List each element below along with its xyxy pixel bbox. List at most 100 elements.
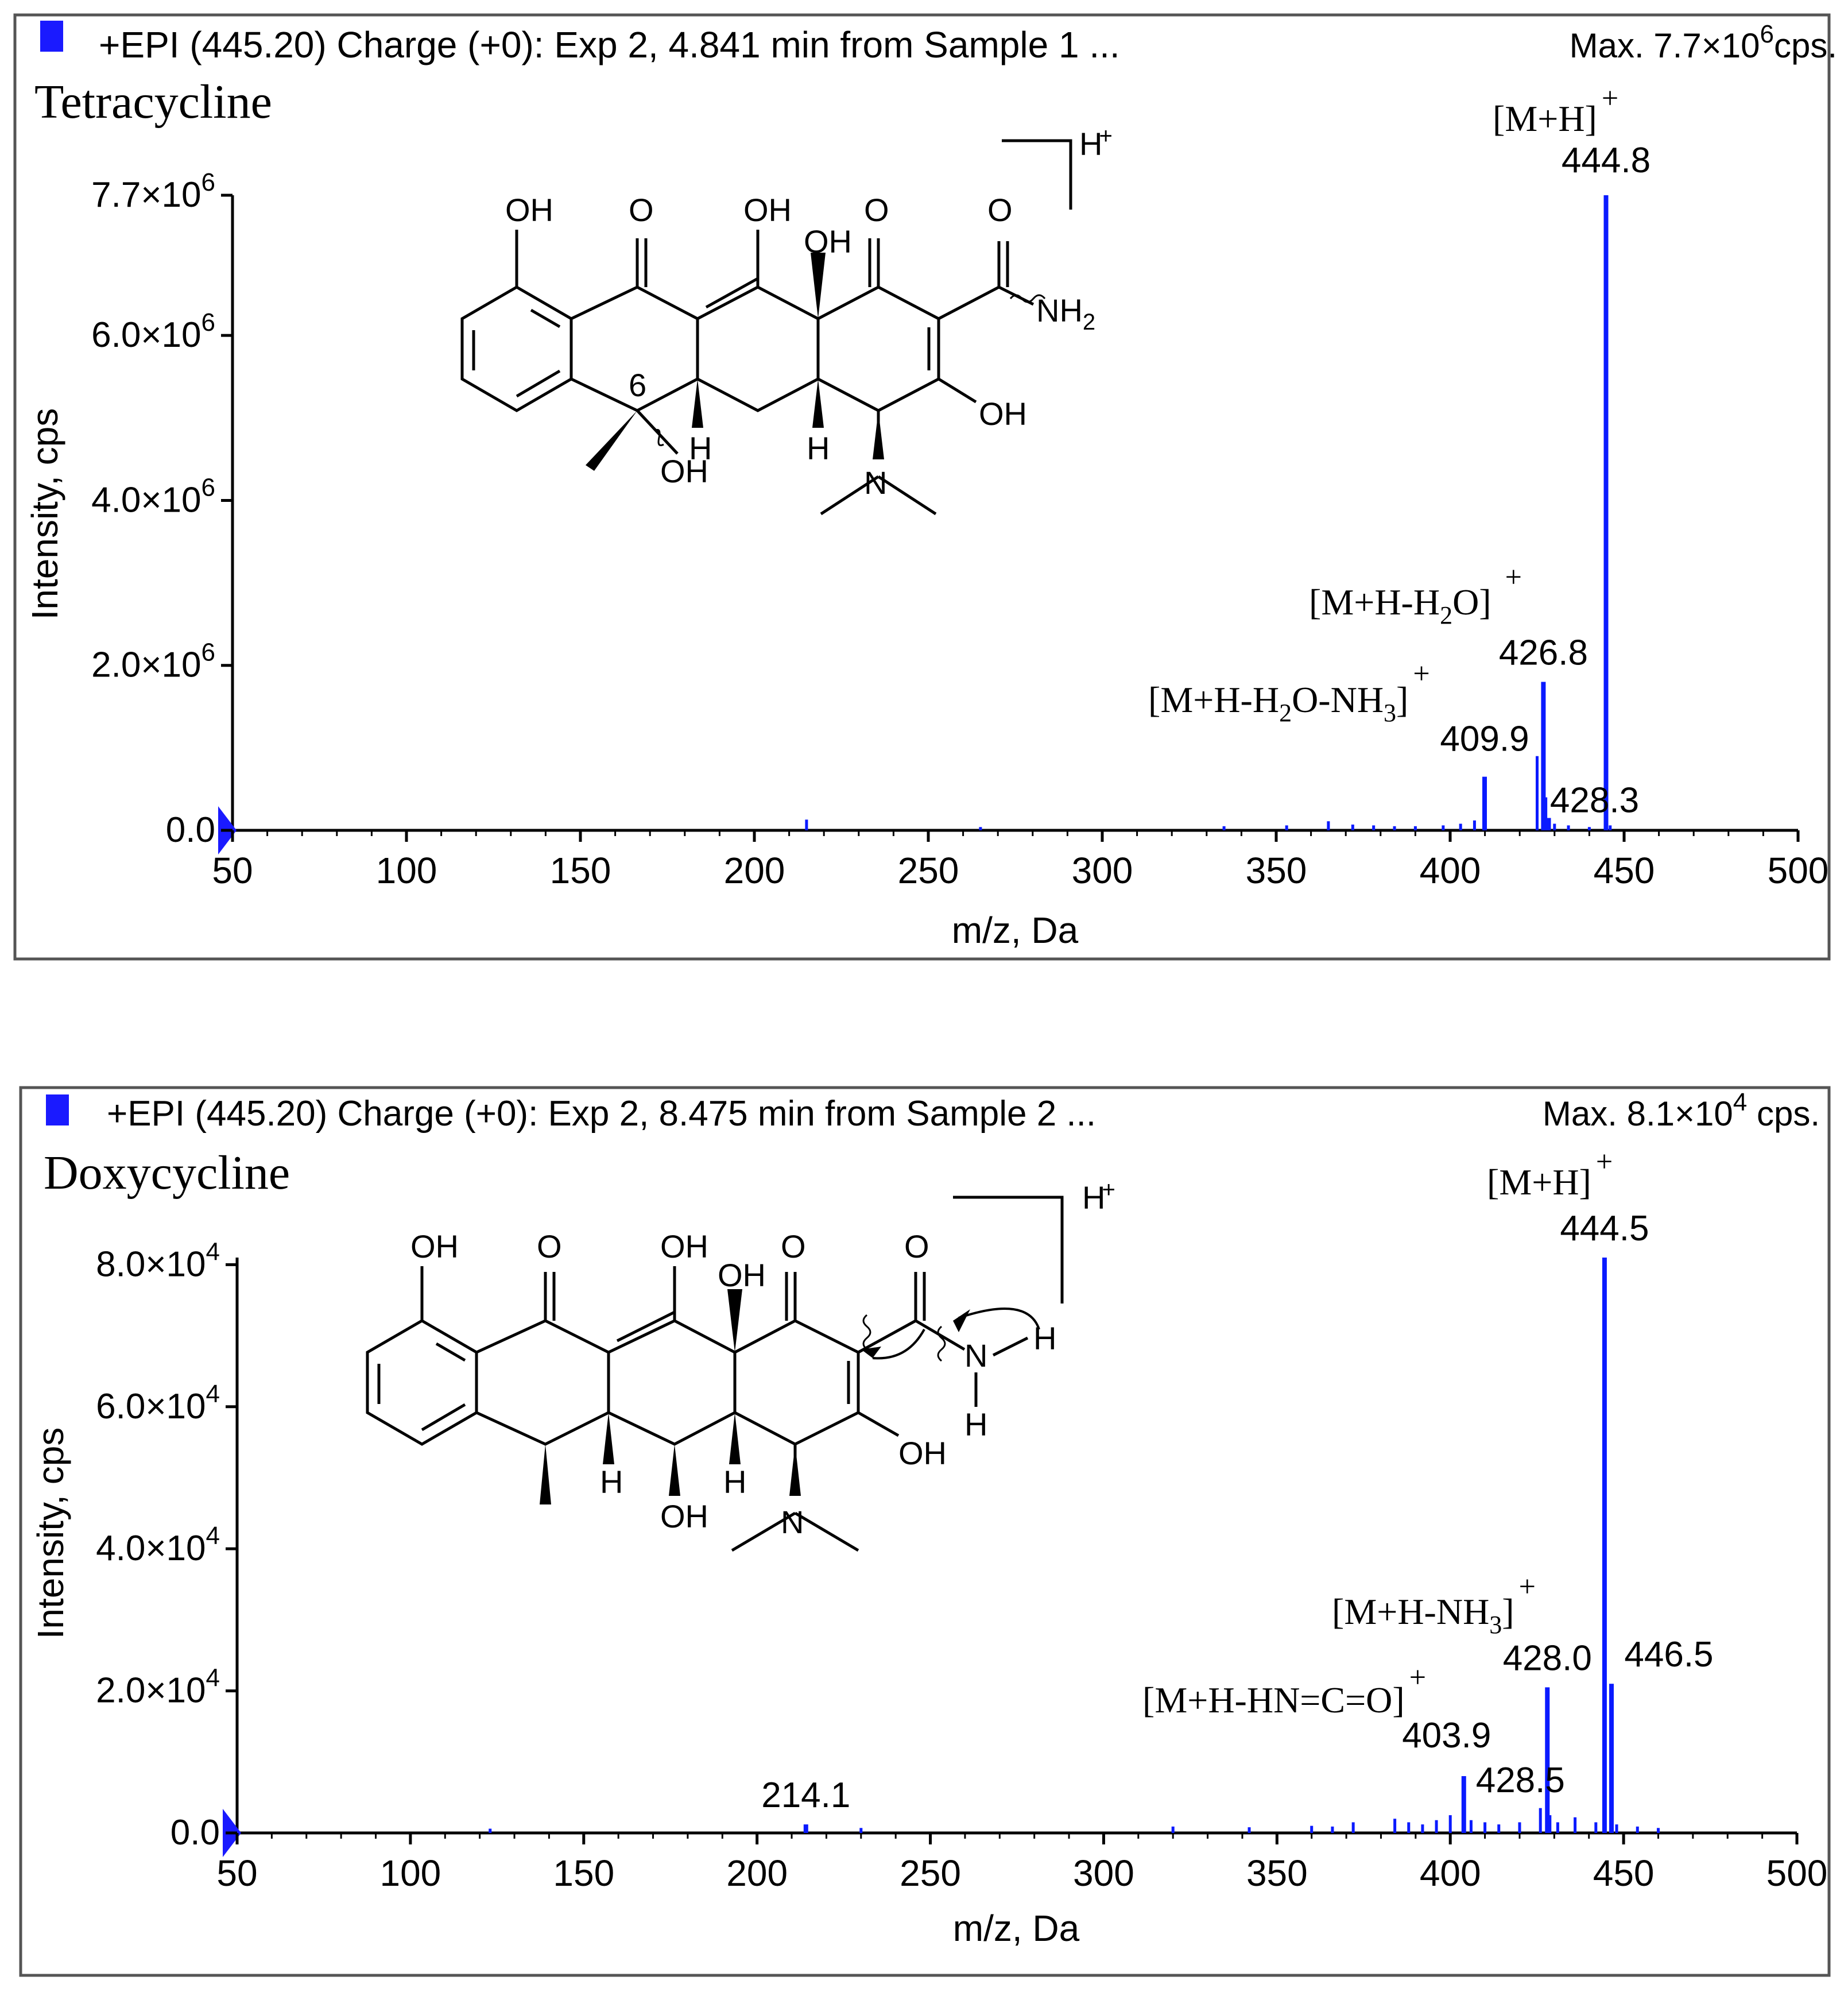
minor-peak	[1331, 1826, 1334, 1833]
y-axis-label: Intensity, cps	[24, 408, 65, 620]
minor-peak	[1442, 825, 1445, 830]
x-tick-label: 450	[1594, 850, 1655, 891]
minor-peak	[1310, 1825, 1314, 1833]
svg-text:OH: OH	[743, 192, 792, 228]
doxycycline-structure	[366, 1196, 1064, 1552]
x-tick-label: 400	[1420, 1852, 1481, 1894]
header-text: +EPI (445.20) Charge (+0): Exp 2, 8.475 …	[107, 1094, 1096, 1134]
minor-peak	[1459, 823, 1462, 830]
ion-label-m-plus-h-hnco: [M+H-HN=C=O]+	[1142, 1661, 1426, 1720]
x-tick-label: 350	[1246, 1852, 1308, 1894]
ion-label-m-plus-h: [M+H] +	[1487, 1146, 1613, 1202]
x-tick-label: 300	[1072, 850, 1133, 891]
compound-name: Tetracycline	[34, 75, 272, 129]
x-tick-label: 150	[550, 850, 611, 891]
peak-label-403.9: 403.9	[1402, 1716, 1491, 1755]
peak-403.9	[1461, 1776, 1466, 1833]
x-tick-label: 500	[1768, 850, 1829, 891]
peak-label-426.8: 426.8	[1499, 633, 1588, 672]
axes	[235, 1258, 1797, 1835]
minor-peak	[1636, 1826, 1639, 1833]
panel-frame	[19, 1086, 1831, 1977]
tetracycline-structure	[460, 139, 1072, 516]
minor-peak	[1518, 1822, 1521, 1833]
y-tick-label: 6.0×104	[96, 1380, 220, 1426]
minor-peak	[1393, 1819, 1397, 1833]
minor-peak	[1567, 825, 1570, 830]
svg-text:H: H	[807, 430, 830, 466]
x-tick-label: 100	[379, 1852, 441, 1894]
minor-peak	[805, 819, 808, 830]
y-ticks: 0.0 2.0×106 4.0×106 6.0×106 7.7×106	[91, 168, 233, 850]
svg-text:OH: OH	[979, 396, 1027, 432]
x-tick-label: 100	[376, 850, 437, 891]
svg-text:H: H	[723, 1464, 746, 1500]
y-tick-label: 0.0	[171, 1813, 220, 1852]
minor-peak	[1248, 1827, 1251, 1833]
peaks	[805, 195, 1612, 830]
y-tick-label: 0.0	[166, 810, 215, 850]
minor-peak	[1222, 826, 1226, 830]
peak-444.5	[1602, 1258, 1607, 1833]
minor-peak	[859, 1828, 863, 1833]
minor-peak	[1393, 826, 1396, 830]
peak-label-428.0: 428.0	[1503, 1638, 1592, 1678]
axes	[231, 195, 1798, 832]
y-tick-label: 2.0×106	[91, 639, 215, 685]
svg-text:O: O	[987, 192, 1013, 228]
svg-text:N: N	[864, 465, 887, 501]
peak-444.8	[1603, 195, 1609, 830]
minor-peak	[1594, 1822, 1598, 1833]
svg-text:H+: H+	[1079, 123, 1113, 162]
spectrum-panel-doxycycline: +EPI (445.20) Charge (+0): Exp 2, 8.475 …	[0, 1068, 1848, 1989]
minor-peak	[1372, 825, 1376, 830]
x-tick-label: 500	[1766, 1852, 1828, 1894]
x-tick-label: 150	[553, 1852, 614, 1894]
minor-peak	[1553, 823, 1556, 830]
svg-text:OH: OH	[660, 1228, 708, 1264]
minor-peak	[1421, 1824, 1424, 1833]
header-text: +EPI (445.20) Charge (+0): Exp 2, 4.841 …	[99, 24, 1120, 65]
minor-peak	[1587, 827, 1591, 830]
y-tick-label: 4.0×104	[96, 1522, 220, 1568]
x-tick-label: 450	[1593, 1852, 1655, 1894]
header-color-marker	[46, 1094, 69, 1125]
ion-label-m-plus-h-nh3: [M+H-NH3]+	[1332, 1571, 1536, 1639]
x-tick-label: 250	[900, 1852, 961, 1894]
svg-text:OH: OH	[410, 1228, 459, 1264]
minor-peak	[1327, 821, 1330, 830]
x-tick-label: 300	[1073, 1852, 1134, 1894]
peak-labels: 444.8 426.8 409.9 428.3	[1440, 141, 1651, 820]
minor-peak	[1171, 1826, 1175, 1833]
y-ticks: 0.0 2.0×104 4.0×104 6.0×104 8.0×104	[96, 1237, 237, 1852]
svg-text:OH: OH	[660, 453, 708, 489]
minor-peak	[1615, 1824, 1618, 1833]
minor-peak	[1448, 1815, 1452, 1833]
structure-labels: OH O OH OH O O N H H OH N H H OH H+	[410, 1177, 1115, 1540]
structure-labels: OH O OH OH O O NH2 OH N H H OH 6 H+	[505, 123, 1113, 501]
structure-wedges	[586, 253, 884, 471]
header-max: Max. 8.1×104 cps.	[1543, 1088, 1820, 1133]
peak-label-428.5: 428.5	[1476, 1761, 1565, 1800]
x-axis-label: m/z, Da	[952, 910, 1079, 951]
svg-text:O: O	[629, 192, 654, 228]
minor-peak	[1609, 825, 1612, 830]
minor-peak	[1351, 824, 1354, 830]
svg-text:N: N	[781, 1504, 804, 1540]
svg-text:H: H	[689, 430, 712, 466]
peak-426.8	[1541, 682, 1546, 830]
svg-text:NH2: NH2	[1036, 292, 1095, 335]
peak-214.1	[803, 1824, 808, 1833]
peak-428.3	[1546, 818, 1551, 830]
x-tick-label: 400	[1420, 850, 1481, 891]
minor-peak	[1473, 820, 1476, 830]
svg-text:OH: OH	[718, 1257, 766, 1293]
x-ticks: 50 100 150 200 250 300 350 400 450 500	[212, 830, 1828, 891]
svg-text:H: H	[964, 1406, 987, 1442]
minor-peak	[1483, 1822, 1487, 1833]
peak-446.5	[1609, 1684, 1614, 1833]
svg-text:H+: H+	[1082, 1177, 1115, 1216]
panel-frame	[13, 13, 1831, 961]
svg-text:OH: OH	[898, 1435, 947, 1471]
minor-peak	[1407, 1822, 1411, 1833]
